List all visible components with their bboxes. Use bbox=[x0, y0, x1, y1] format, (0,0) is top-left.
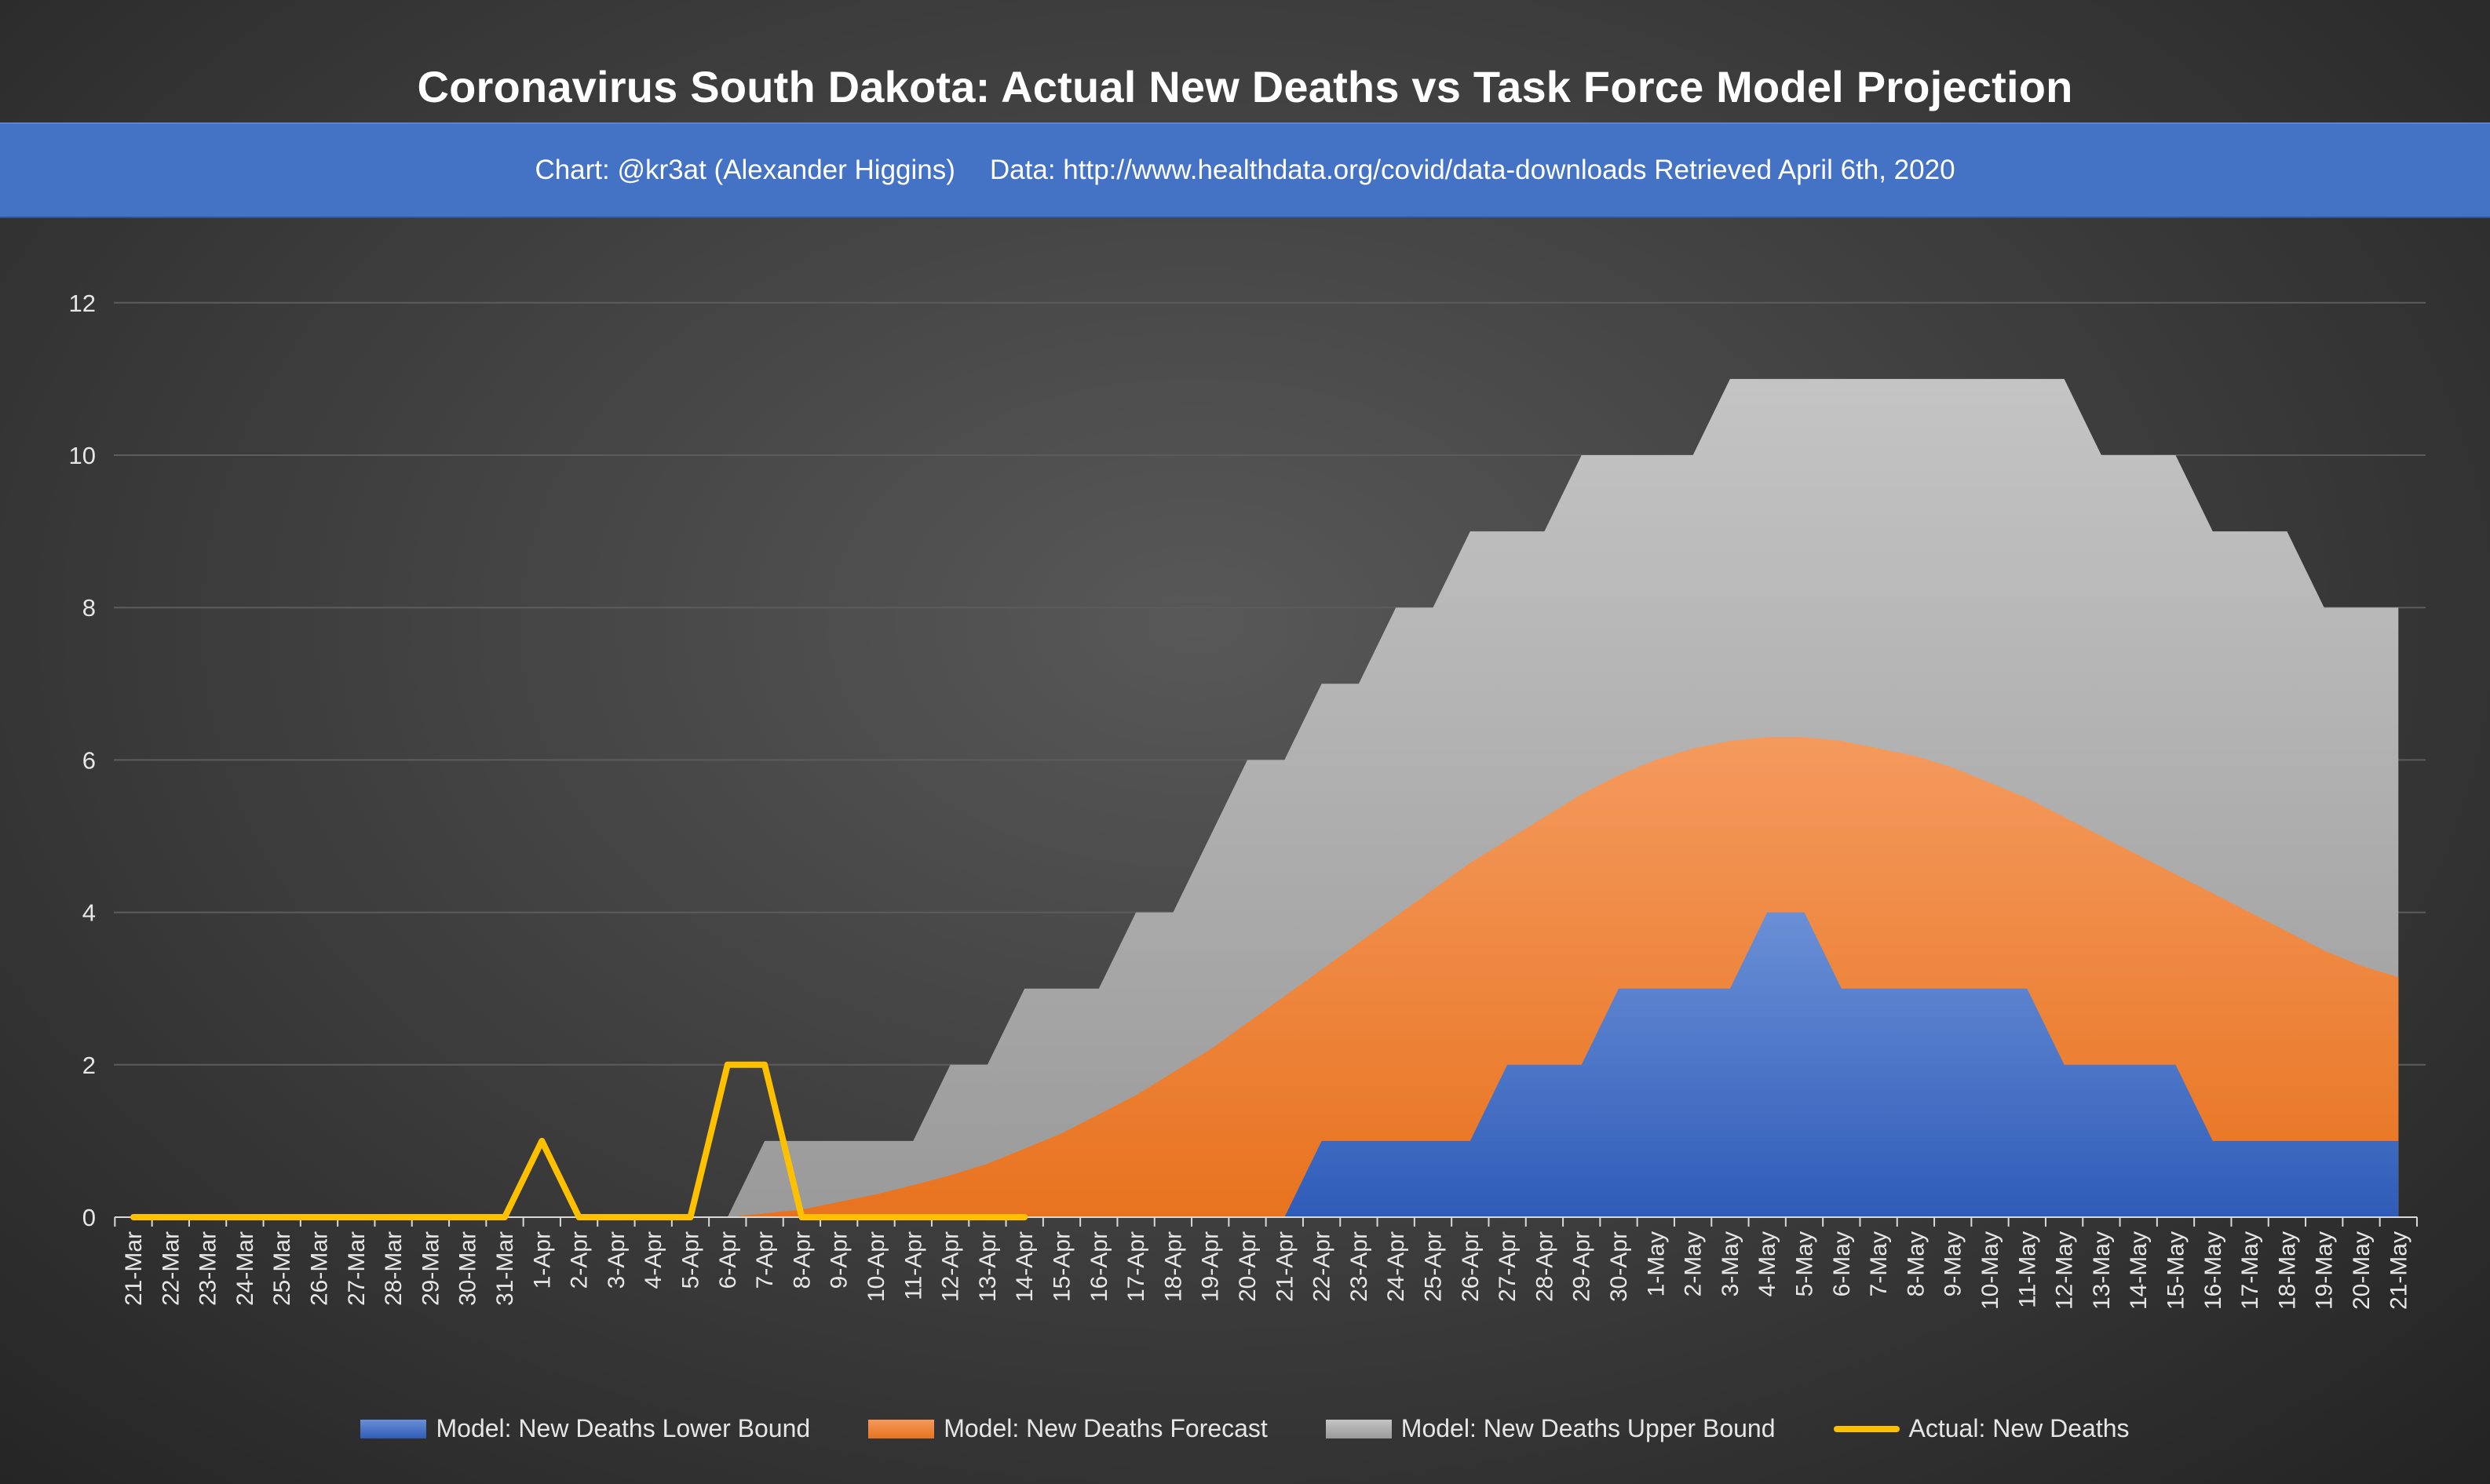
x-tick-label: 3-May bbox=[1718, 1231, 1743, 1296]
x-tick-label: 15-May bbox=[2163, 1231, 2189, 1310]
chart-credit: Chart: @kr3at (Alexander Higgins) bbox=[535, 155, 955, 185]
x-tick-label: 30-Mar bbox=[455, 1231, 481, 1306]
x-tick-label: 1-Apr bbox=[529, 1231, 555, 1289]
y-tick-label: 12 bbox=[69, 290, 96, 317]
y-tick-label: 4 bbox=[82, 899, 96, 927]
x-tick-label: 4-May bbox=[1754, 1231, 1780, 1296]
x-tick-label: 25-Mar bbox=[269, 1231, 295, 1306]
x-tick-label: 8-May bbox=[1903, 1231, 1929, 1296]
x-tick-label: 31-Mar bbox=[492, 1231, 518, 1306]
x-tick-label: 7-Apr bbox=[752, 1231, 778, 1289]
x-tick-label: 19-Apr bbox=[1198, 1231, 1224, 1302]
x-tick-label: 18-Apr bbox=[1160, 1231, 1186, 1302]
area-model-new-deaths-lower-bound bbox=[727, 912, 2399, 1217]
x-tick-label: 13-May bbox=[2089, 1231, 2115, 1310]
y-tick-label: 2 bbox=[82, 1052, 96, 1079]
chart-legend: Model: New Deaths Lower Bound Model: New… bbox=[0, 1414, 2490, 1443]
legend-item-lower-bound: Model: New Deaths Lower Bound bbox=[360, 1414, 810, 1443]
x-tick-label: 11-Apr bbox=[900, 1231, 926, 1300]
x-tick-label: 6-May bbox=[1829, 1231, 1855, 1296]
x-tick-label: 27-Apr bbox=[1495, 1231, 1521, 1302]
x-tick-label: 22-Apr bbox=[1309, 1231, 1335, 1302]
x-tick-label: 13-Apr bbox=[975, 1231, 1001, 1302]
x-tick-label: 14-May bbox=[2126, 1231, 2152, 1310]
x-tick-label: 9-Apr bbox=[827, 1231, 853, 1289]
x-tick-label: 16-May bbox=[2200, 1231, 2226, 1310]
x-tick-label: 12-May bbox=[2052, 1231, 2078, 1310]
x-tick-label: 28-Mar bbox=[381, 1231, 407, 1306]
x-tick-label: 27-Mar bbox=[344, 1231, 370, 1306]
legend-swatch-lower-bound bbox=[360, 1419, 427, 1438]
legend-label-lower-bound: Model: New Deaths Lower Bound bbox=[436, 1414, 811, 1442]
x-tick-label: 26-Mar bbox=[307, 1231, 333, 1306]
x-tick-label: 5-Apr bbox=[678, 1231, 704, 1289]
x-tick-label: 16-Apr bbox=[1086, 1231, 1112, 1302]
x-tick-label: 10-May bbox=[1977, 1231, 2003, 1310]
y-tick-label: 10 bbox=[69, 442, 96, 469]
legend-swatch-actual bbox=[1833, 1425, 1900, 1432]
x-tick-label: 23-Apr bbox=[1346, 1231, 1372, 1302]
x-tick-label: 5-May bbox=[1792, 1231, 1818, 1296]
legend-swatch-upper-bound bbox=[1325, 1419, 1392, 1438]
x-tick-label: 17-Apr bbox=[1123, 1231, 1149, 1302]
x-tick-label: 24-Apr bbox=[1383, 1231, 1409, 1302]
legend-item-forecast: Model: New Deaths Forecast bbox=[868, 1414, 1268, 1443]
x-tick-label: 21-May bbox=[2386, 1231, 2412, 1310]
subtitle-banner: Chart: @kr3at (Alexander Higgins) Data: … bbox=[0, 122, 2490, 218]
x-tick-label: 10-Apr bbox=[863, 1231, 889, 1302]
y-tick-label: 6 bbox=[82, 746, 96, 774]
x-tick-label: 21-Apr bbox=[1272, 1231, 1298, 1302]
x-tick-label: 2-Apr bbox=[567, 1231, 593, 1289]
x-tick-label: 30-Apr bbox=[1606, 1231, 1632, 1302]
x-tick-label: 18-May bbox=[2274, 1231, 2300, 1310]
x-tick-label: 21-Mar bbox=[121, 1231, 147, 1306]
x-tick-label: 1-May bbox=[1643, 1231, 1669, 1296]
x-tick-label: 22-Mar bbox=[158, 1231, 184, 1306]
legend-label-forecast: Model: New Deaths Forecast bbox=[944, 1414, 1268, 1442]
data-source: Data: http://www.healthdata.org/covid/da… bbox=[989, 155, 1955, 185]
legend-label-actual: Actual: New Deaths bbox=[1908, 1414, 2130, 1442]
x-tick-label: 20-Apr bbox=[1235, 1231, 1261, 1302]
legend-label-upper-bound: Model: New Deaths Upper Bound bbox=[1400, 1414, 1776, 1442]
x-tick-label: 4-Apr bbox=[641, 1231, 666, 1289]
legend-item-upper-bound: Model: New Deaths Upper Bound bbox=[1325, 1414, 1776, 1443]
x-tick-label: 9-May bbox=[1941, 1231, 1966, 1296]
x-tick-label: 19-May bbox=[2312, 1231, 2338, 1310]
chart-title: Coronavirus South Dakota: Actual New Dea… bbox=[417, 62, 2073, 111]
x-tick-label: 6-Apr bbox=[715, 1231, 741, 1289]
x-tick-label: 3-Apr bbox=[604, 1231, 630, 1289]
x-tick-label: 14-Apr bbox=[1012, 1231, 1038, 1302]
x-tick-label: 24-Mar bbox=[232, 1231, 258, 1306]
x-tick-label: 20-May bbox=[2349, 1231, 2375, 1310]
y-tick-label: 8 bbox=[82, 594, 96, 622]
x-tick-label: 8-Apr bbox=[789, 1231, 815, 1289]
x-tick-label: 12-Apr bbox=[938, 1231, 964, 1302]
legend-swatch-forecast bbox=[868, 1419, 935, 1438]
x-tick-label: 2-May bbox=[1681, 1231, 1707, 1296]
x-tick-label: 29-Apr bbox=[1569, 1231, 1595, 1302]
legend-item-actual: Actual: New Deaths bbox=[1833, 1414, 2130, 1443]
x-tick-label: 7-May bbox=[1866, 1231, 1892, 1296]
x-tick-label: 17-May bbox=[2237, 1231, 2263, 1310]
x-tick-label: 15-Apr bbox=[1050, 1231, 1075, 1302]
x-tick-label: 11-May bbox=[2014, 1231, 2040, 1308]
x-tick-label: 25-Apr bbox=[1421, 1231, 1447, 1302]
x-tick-label: 29-Mar bbox=[418, 1231, 444, 1306]
line-actual-new-deaths bbox=[130, 1061, 1028, 1220]
x-tick-label: 23-Mar bbox=[195, 1231, 221, 1306]
x-tick-label: 28-Apr bbox=[1532, 1231, 1557, 1302]
y-tick-label: 0 bbox=[82, 1204, 96, 1231]
x-tick-label: 26-Apr bbox=[1458, 1231, 1484, 1302]
